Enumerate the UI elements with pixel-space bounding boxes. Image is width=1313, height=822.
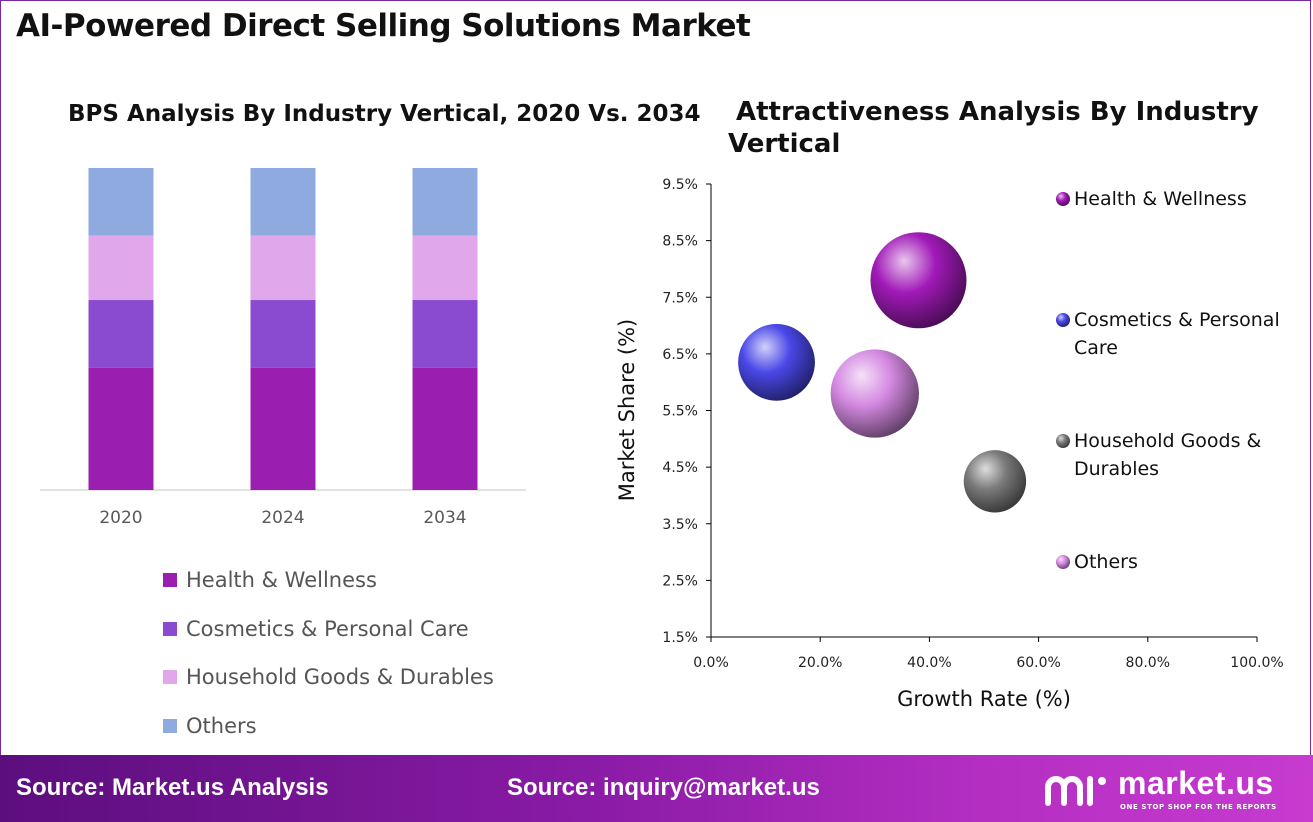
legend-label: Household Goods & Durables [186, 665, 494, 690]
bar-2024-health-and-wellness [250, 367, 316, 490]
market-us-logo[interactable]: market.us ONE STOP SHOP FOR THE REPORTS [1040, 765, 1300, 815]
footer-banner: Source: Market.us Analysis Source: inqui… [0, 755, 1313, 822]
legend-swatch [163, 718, 177, 733]
legend-marker [1056, 555, 1070, 569]
legend-swatch [163, 621, 177, 636]
bubble-x-tick-label: 0.0% [693, 655, 729, 671]
legend-label: Cosmetics & Personal Care [186, 616, 469, 641]
bubble-y-tick-label: 2.5% [662, 573, 698, 589]
bubble-y-tick-label: 1.5% [662, 630, 698, 646]
legend-marker [1056, 313, 1070, 327]
bubble-y-tick-label: 3.5% [662, 517, 698, 533]
bubble-cosmetics-and-personal-care [738, 323, 815, 401]
legend-label: Household Goods & [1074, 430, 1262, 452]
bar-2020-health-and-wellness [88, 367, 154, 490]
legend-label: Others [186, 713, 257, 738]
legend-swatch [163, 573, 177, 588]
bar-x-tick-label: 2024 [261, 508, 304, 528]
bubble-x-axis-label: Growth Rate (%) [897, 687, 1071, 711]
page-title: AI-Powered Direct Selling Solutions Mark… [16, 8, 751, 44]
bubble-legend-item-others: Others [1056, 551, 1138, 573]
market-us-logo-icon [1045, 776, 1106, 806]
legend-label: Cosmetics & Personal [1074, 309, 1280, 331]
bubble-y-tick-label: 8.5% [662, 234, 698, 250]
bar-2034-health-and-wellness [412, 367, 478, 490]
bubble-y-tick-label: 6.5% [662, 347, 698, 363]
bar-legend-item-cosmetics-and-personal-care: Cosmetics & Personal Care [163, 605, 494, 654]
bar-2024-cosmetics-and-personal-care [250, 300, 316, 368]
brand-tagline: ONE STOP SHOP FOR THE REPORTS [1120, 803, 1277, 811]
bubble-household-goods-and-durables [963, 450, 1027, 513]
bar-2034-household-goods-and-durables [412, 235, 478, 301]
legend-label: Health & Wellness [186, 568, 377, 593]
bubble-chart-title: Attractiveness Analysis By Industry Vert… [728, 97, 1259, 159]
bar-x-tick-label: 2034 [423, 508, 466, 528]
bar-legend-item-health-and-wellness: Health & Wellness [163, 556, 494, 605]
bubble-y-tick-label: 5.5% [662, 404, 698, 420]
bubble-legend-item-household-goods-and-durables: Household Goods & Durables [1056, 430, 1262, 480]
bar-legend-item-others: Others [163, 702, 494, 751]
bar-x-tick-label: 2020 [99, 508, 142, 528]
bubble-y-tick-label: 4.5% [662, 460, 698, 476]
bubble-legend-item-health-and-wellness: Health & Wellness [1056, 188, 1247, 210]
bubble-x-tick-label: 60.0% [1016, 655, 1060, 671]
legend-swatch [163, 670, 177, 685]
brand-name: market.us [1118, 765, 1274, 801]
bubble-chart: 1.5% 2.5% 3.5% 4.5% 5.5% 6.5% 7.5% 8.5% 9.5% 0.0%… [615, 177, 1284, 711]
bubble-y-axis-label: Market Share (%) [615, 319, 639, 501]
legend-label: Health & Wellness [1074, 188, 1247, 210]
bar-chart-legend: Health & Wellness Cosmetics & Personal Ca… [163, 556, 494, 750]
bubble-legend-item-cosmetics-and-personal-care: Cosmetics & Personal Care [1056, 309, 1280, 359]
bubble-health-and-wellness [870, 232, 967, 329]
bar-2020-household-goods-and-durables [88, 235, 154, 301]
bubble-x-tick-label: 80.0% [1126, 655, 1170, 671]
bubble-y-tick-label: 9.5% [662, 177, 698, 193]
legend-label: Care [1074, 337, 1118, 359]
bar-chart: 2020 2024 2034 [40, 168, 526, 528]
footer-source-email[interactable]: Source: inquiry@market.us [507, 774, 820, 801]
legend-marker [1056, 434, 1070, 448]
bubble-x-tick-label: 20.0% [798, 655, 842, 671]
legend-label: Others [1074, 551, 1138, 573]
bubble-x-tick-label: 40.0% [907, 655, 951, 671]
bubble-others [830, 349, 919, 438]
bar-2034-cosmetics-and-personal-care [412, 300, 478, 368]
bar-legend-item-household-goods-and-durables: Household Goods & Durables [163, 653, 494, 702]
bar-2024-household-goods-and-durables [250, 235, 316, 301]
legend-marker [1056, 192, 1070, 206]
legend-label: Durables [1074, 458, 1159, 480]
bar-2024-others [250, 168, 316, 236]
footer-source-analysis: Source: Market.us Analysis [16, 774, 329, 801]
bar-2034-others [412, 168, 478, 236]
bar-2020-others [88, 168, 154, 236]
bubble-y-tick-label: 7.5% [662, 290, 698, 306]
bar-2020-cosmetics-and-personal-care [88, 300, 154, 368]
bar-chart-title: BPS Analysis By Industry Vertical, 2020 … [68, 101, 701, 127]
bubble-x-tick-label: 100.0% [1230, 655, 1283, 671]
